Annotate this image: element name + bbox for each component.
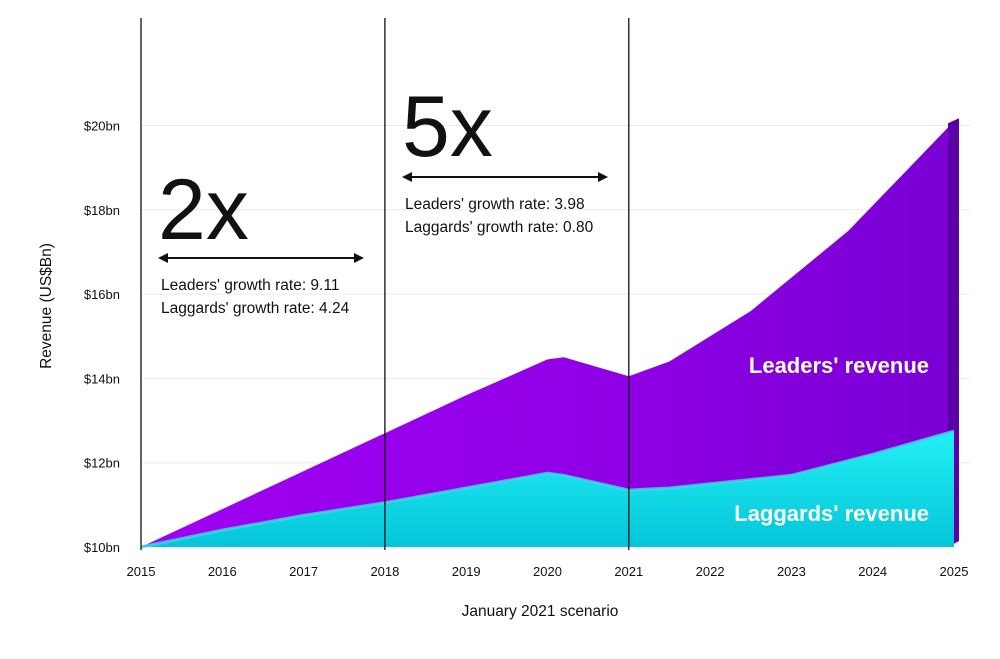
laggards-growth-rate-2: Laggards' growth rate: 0.80 xyxy=(405,219,594,236)
x-tick-label: 2015 xyxy=(127,564,156,579)
x-tick-label: 2017 xyxy=(289,564,318,579)
double-arrow-period-2 xyxy=(402,172,608,182)
x-tick-label: 2020 xyxy=(533,564,562,579)
x-tick-label: 2021 xyxy=(614,564,643,579)
x-tick-label: 2025 xyxy=(940,564,969,579)
x-tick-label: 2018 xyxy=(370,564,399,579)
y-tick-label: $16bn xyxy=(84,287,120,302)
annotation-period-2: 5x Leaders' growth rate: 3.98 Laggards' … xyxy=(402,79,608,236)
series-area-laggards xyxy=(141,431,954,547)
x-tick-label: 2022 xyxy=(696,564,725,579)
series-line-laggards xyxy=(140,429,955,549)
series-label-leaders: Leaders' revenue xyxy=(749,353,929,378)
leaders-growth-rate-1: Leaders' growth rate: 9.11 xyxy=(161,277,339,294)
multiplier-5x: 5x xyxy=(402,79,493,175)
x-tick-label: 2023 xyxy=(777,564,806,579)
axes: 2015 2016 2017 2018 2019 2020 2021 2022 2023 2024… xyxy=(84,119,969,580)
leaders-growth-rate-2: Leaders' growth rate: 3.98 xyxy=(405,196,585,213)
y-tick-label: $18bn xyxy=(84,203,120,218)
x-tick-label: 2019 xyxy=(452,564,481,579)
series-label-laggards: Laggards' revenue xyxy=(734,501,929,526)
x-tick-label: 2016 xyxy=(208,564,237,579)
annotation-period-1: 2x Leaders' growth rate: 9.11 Laggards' … xyxy=(158,162,364,317)
series-area-leaders xyxy=(141,121,954,548)
y-tick-label: $20bn xyxy=(84,119,120,134)
laggards-growth-rate-1: Laggards' growth rate: 4.24 xyxy=(161,300,350,317)
multiplier-2x: 2x xyxy=(158,162,249,258)
y-axis-title: Revenue (US$Bn) xyxy=(38,243,55,369)
y-tick-label: $12bn xyxy=(84,456,120,471)
period-dividers xyxy=(140,18,630,550)
y-tick-label: $10bn xyxy=(84,540,120,555)
x-tick-label: 2024 xyxy=(858,564,887,579)
x-axis-title: January 2021 scenario xyxy=(462,603,619,620)
series-areas xyxy=(140,118,959,549)
double-arrow-period-1 xyxy=(158,253,364,263)
y-tick-label: $14bn xyxy=(84,371,120,386)
